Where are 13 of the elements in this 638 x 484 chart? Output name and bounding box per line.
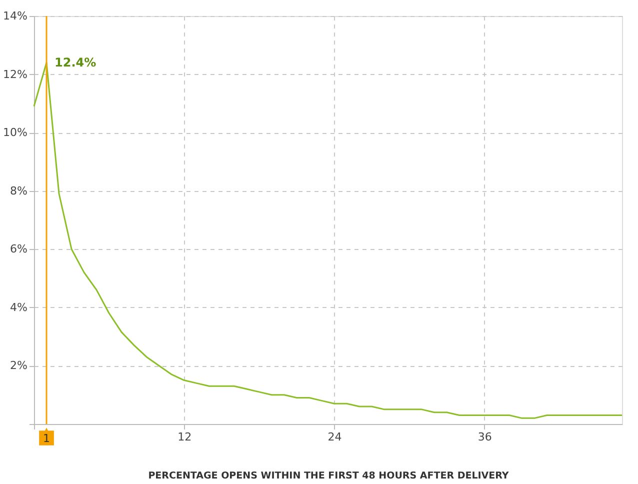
annotation: 12.4% [54,56,96,70]
x-tick-label: 12 [178,430,192,444]
y-tick-label: 12% [3,68,28,81]
x-tick-label: 24 [328,430,342,444]
x-tick-label: 36 [478,430,492,444]
y-tick-label: 2% [10,359,28,372]
y-tick-label: 10% [3,126,28,140]
y-tick-label: 14% [3,10,28,22]
y-tick-label: 4% [10,300,28,314]
ref-line-label: 1 [43,432,50,445]
y-tick-label: 6% [10,242,28,256]
x-axis-title: PERCENTAGE OPENS WITHIN THE FIRST 48 HOURS AFTER DELIVERY [148,470,509,482]
y-tick-label: 8% [10,184,28,198]
